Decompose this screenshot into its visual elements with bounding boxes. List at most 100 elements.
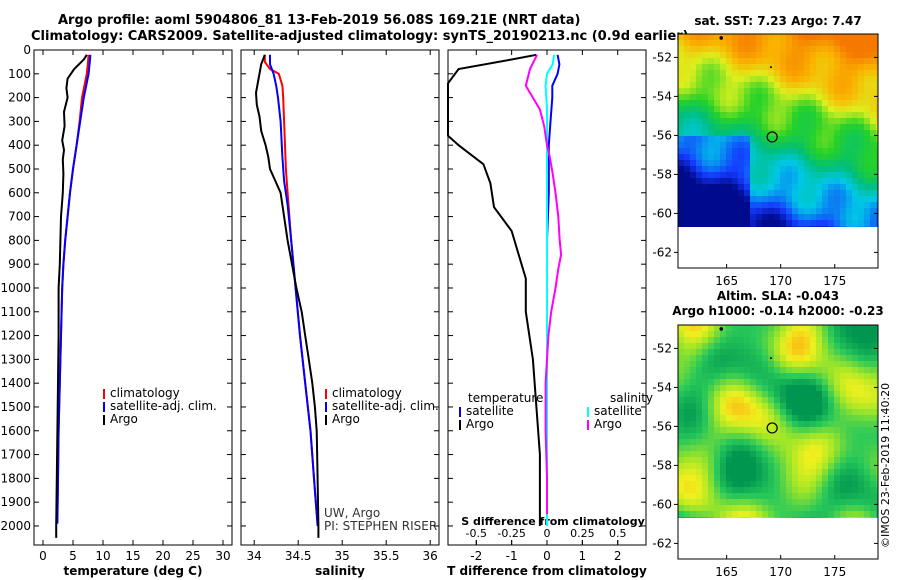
map-cell — [702, 82, 709, 89]
map-cell — [816, 487, 823, 494]
map-cell — [702, 226, 709, 227]
map-cell — [774, 148, 781, 155]
map-cell — [738, 373, 745, 380]
map-cell — [858, 124, 865, 131]
map-cell — [810, 196, 817, 203]
map-cell — [834, 148, 841, 155]
map-cell — [852, 451, 859, 458]
map-cell — [768, 202, 775, 209]
map-cell — [774, 184, 781, 191]
map-cell — [810, 397, 817, 404]
map-cell — [810, 154, 817, 161]
map-cell — [804, 100, 811, 107]
map-cell — [684, 487, 691, 494]
map-cell — [708, 220, 715, 227]
map-cell — [822, 106, 829, 113]
map-cell — [876, 136, 878, 143]
map-cell — [870, 226, 877, 227]
map-cell — [708, 427, 715, 434]
map-cell — [864, 64, 871, 71]
map-cell — [840, 82, 847, 89]
map-cell — [834, 337, 841, 344]
map-cell — [798, 397, 805, 404]
map-cell — [852, 220, 859, 227]
map-cell — [786, 445, 793, 452]
map-cell — [840, 190, 847, 197]
map-cell — [762, 517, 769, 518]
map-cell — [840, 421, 847, 428]
map-cell — [696, 76, 703, 83]
map-cell — [678, 208, 685, 215]
map-cell — [846, 184, 853, 191]
map-cell — [846, 511, 853, 518]
map-cell — [792, 457, 799, 464]
map-cell — [684, 415, 691, 422]
map-cell — [876, 160, 878, 167]
map-cell — [810, 343, 817, 350]
map-cell — [750, 82, 757, 89]
map-cell — [804, 130, 811, 137]
map-cell — [810, 94, 817, 101]
map-cell — [816, 337, 823, 344]
map-cell — [750, 403, 757, 410]
map-cell — [714, 130, 721, 137]
map-cell — [822, 100, 829, 107]
map-cell — [858, 391, 865, 398]
map-cell — [750, 172, 757, 179]
map-cell — [870, 469, 877, 476]
map-cell — [756, 184, 763, 191]
map-cell — [690, 118, 697, 125]
map-cell — [864, 172, 871, 179]
map-cell — [780, 409, 787, 416]
map-cell — [870, 373, 877, 380]
map-cell — [732, 166, 739, 173]
map-cell — [750, 136, 757, 143]
map-cell — [798, 166, 805, 173]
map-cell — [756, 106, 763, 113]
map-cell — [792, 52, 799, 59]
map-cell — [702, 463, 709, 470]
map-cell — [690, 178, 697, 185]
map-cell — [744, 463, 751, 470]
map-cell — [840, 337, 847, 344]
map-cell — [750, 469, 757, 476]
map-cell — [756, 154, 763, 161]
map-cell — [738, 142, 745, 149]
map-cell — [780, 415, 787, 422]
map-cell — [678, 58, 685, 65]
map-cell — [714, 160, 721, 167]
map-cell — [750, 208, 757, 215]
map-cell — [822, 34, 829, 41]
map-cell — [714, 385, 721, 392]
map-cell — [762, 112, 769, 119]
sla_map-field — [678, 325, 878, 518]
map-cell — [846, 337, 853, 344]
map-cell — [780, 46, 787, 53]
map-cell — [684, 112, 691, 119]
map-cell — [714, 469, 721, 476]
lat-tick-label: -60 — [652, 206, 672, 220]
map-cell — [720, 427, 727, 434]
map-cell — [780, 367, 787, 374]
map-cell — [864, 385, 871, 392]
island-marker — [769, 66, 772, 69]
map-cell — [840, 124, 847, 131]
map-cell — [702, 154, 709, 161]
map-cell — [768, 481, 775, 488]
map-cell — [828, 124, 835, 131]
map-cell — [732, 421, 739, 428]
map-cell — [768, 172, 775, 179]
series-climatology — [263, 54, 318, 515]
map-cell — [714, 373, 721, 380]
map-cell — [750, 499, 757, 506]
map-cell — [726, 397, 733, 404]
map-cell — [744, 349, 751, 356]
map-cell — [756, 517, 763, 518]
map-cell — [858, 208, 865, 215]
map-cell — [750, 421, 757, 428]
map-cell — [738, 325, 745, 332]
map-cell — [762, 184, 769, 191]
map-cell — [732, 154, 739, 161]
map-cell — [840, 136, 847, 143]
